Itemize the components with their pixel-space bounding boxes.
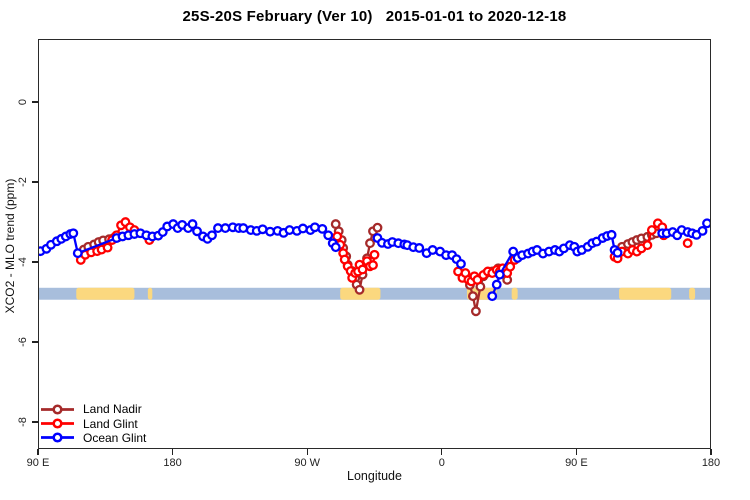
- data-point: [612, 247, 623, 258]
- x-tick-mark: [575, 449, 578, 455]
- y-tick-label: -4: [17, 257, 29, 267]
- land-band-segment: [689, 287, 696, 300]
- data-point: [505, 261, 516, 272]
- legend-marker-icon: [41, 432, 74, 444]
- data-point: [646, 225, 657, 235]
- data-point: [467, 291, 478, 302]
- y-tick-mark: [32, 341, 38, 343]
- data-point: [354, 284, 365, 295]
- data-point: [414, 243, 425, 253]
- y-tick-mark: [32, 181, 38, 183]
- data-point: [330, 242, 341, 253]
- y-axis-title: XCO2 - MLO trend (ppm): [3, 178, 17, 314]
- data-point: [317, 223, 328, 234]
- data-point: [187, 219, 198, 230]
- data-point: [68, 228, 79, 239]
- y-tick-mark: [32, 101, 38, 103]
- legend-item: Ocean Glint: [41, 431, 146, 445]
- land-band-segment: [76, 287, 135, 300]
- x-tick-label: 90 W: [294, 457, 321, 469]
- legend-label: Land Glint: [83, 416, 138, 431]
- x-tick-label: 180: [163, 457, 182, 469]
- land-band-segment: [147, 287, 153, 300]
- data-point: [102, 242, 113, 253]
- data-point: [682, 238, 693, 249]
- land-band-segment: [511, 287, 518, 300]
- chart-title: 25S-20S February (Ver 10) 2015-01-01 to …: [182, 8, 567, 25]
- y-tick-label: -2: [17, 177, 29, 187]
- series-land-glint: [75, 217, 693, 287]
- data-point: [332, 231, 343, 242]
- legend-label: Ocean Glint: [83, 430, 147, 445]
- y-tick-label: 0: [17, 98, 29, 106]
- land-band-segment: [619, 287, 672, 300]
- x-tick-label: 90 E: [565, 457, 588, 469]
- data-point: [192, 226, 202, 237]
- data-point: [297, 223, 308, 234]
- x-tick-mark: [306, 449, 308, 455]
- y-tick-mark: [32, 261, 38, 263]
- plot-canvas: [39, 217, 710, 317]
- data-point: [372, 222, 383, 233]
- data-point: [472, 274, 483, 285]
- legend: Land Nadir Land Glint Ocean Glint: [41, 402, 146, 445]
- x-tick-mark: [171, 449, 174, 455]
- legend-item: Land Nadir: [41, 402, 146, 416]
- legend-marker-icon: [41, 418, 74, 429]
- data-point: [508, 246, 519, 257]
- data-point: [72, 248, 83, 259]
- x-tick-label: 90 E: [26, 457, 50, 469]
- data-point: [456, 258, 466, 269]
- x-tick-label: 0: [438, 457, 445, 469]
- plot-area: [38, 39, 711, 449]
- data-point: [606, 229, 617, 240]
- x-axis-title: Longitude: [347, 469, 402, 483]
- data-point: [697, 225, 708, 236]
- data-point: [323, 230, 334, 241]
- x-tick-label: 180: [701, 457, 721, 469]
- data-point: [368, 260, 378, 271]
- y-tick-label: -6: [17, 337, 29, 347]
- legend-marker-icon: [41, 404, 74, 415]
- data-point: [491, 279, 502, 290]
- x-tick-mark: [37, 449, 39, 455]
- legend-item: Land Glint: [41, 416, 146, 431]
- data-point: [427, 245, 438, 255]
- y-tick-label: -8: [17, 417, 29, 427]
- data-point: [487, 291, 498, 302]
- data-point: [369, 249, 380, 260]
- x-tick-mark: [710, 449, 712, 455]
- data-point: [494, 269, 505, 280]
- data-point: [702, 218, 710, 229]
- data-point: [207, 230, 217, 241]
- legend-label: Land Nadir: [83, 402, 142, 417]
- y-tick-mark: [32, 421, 38, 423]
- series-ocean-glint: [39, 218, 710, 302]
- data-point: [309, 222, 320, 233]
- x-tick-mark: [441, 449, 443, 455]
- data-point: [470, 306, 481, 317]
- data-point: [642, 240, 653, 251]
- data-point: [365, 238, 375, 249]
